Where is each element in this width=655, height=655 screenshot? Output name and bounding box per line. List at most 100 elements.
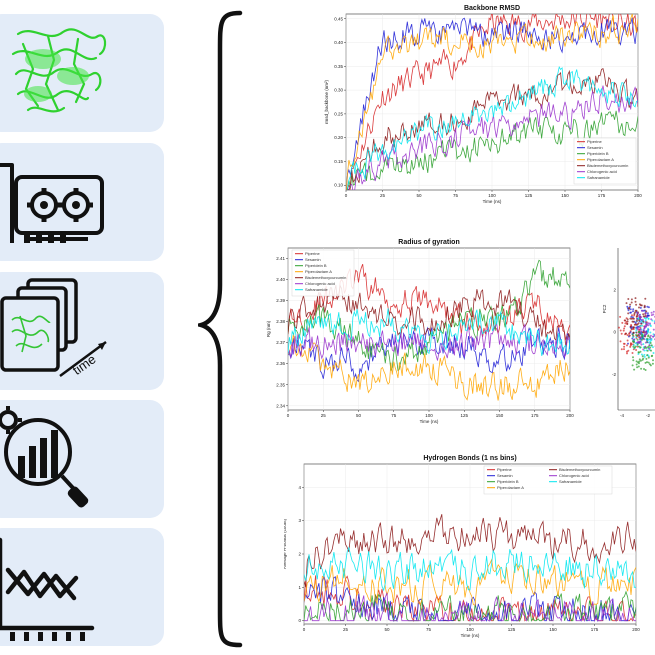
scatter-point (626, 318, 629, 321)
scatter-point (647, 335, 650, 338)
scatter-point (632, 331, 635, 334)
y-tick-label: 4 (298, 485, 301, 490)
scatter-point (627, 312, 630, 315)
scatter-point (626, 344, 628, 347)
scatter-point (644, 361, 647, 364)
scatter-point (649, 342, 652, 344)
rg-chart: Radius of gyration 0 25 50 75 100 125 150 175 200… (256, 234, 582, 430)
curly-brace (198, 10, 243, 648)
scatter-point (632, 326, 635, 329)
y-tick-label: 0 (613, 330, 616, 335)
y-tick-label: -2 (612, 372, 616, 377)
scatter-point (626, 320, 629, 323)
legend-entry: Chlorogenic acid (305, 281, 335, 286)
legend-entry: Safranamide (305, 287, 328, 292)
scatter-point (649, 337, 652, 340)
scatter-point (642, 348, 645, 351)
scatter-point (632, 310, 634, 313)
scatter-point (635, 319, 638, 322)
legend-entry: Safranamide (559, 479, 582, 484)
scatter-point (643, 334, 646, 336)
y-tick-label: 0.45 (334, 16, 343, 21)
scatter-point (640, 338, 643, 341)
y-tick-label: 0.40 (334, 40, 343, 45)
x-tick-label: 200 (634, 193, 642, 198)
x-tick-label: 0 (287, 413, 290, 418)
chart-title: Hydrogen Bonds (1 ns bins) (423, 455, 516, 462)
scatter-point (623, 325, 626, 328)
series-group (304, 514, 636, 623)
scatter-point (626, 305, 629, 308)
legend-entry: Bisdemethoxycurcumin (305, 275, 346, 280)
scatter-point (641, 309, 644, 312)
scatter-point (635, 363, 638, 366)
x-tick-label: 100 (488, 193, 496, 198)
scatter-point (626, 352, 628, 355)
scatter-point (636, 314, 639, 317)
scatter-point (629, 331, 632, 334)
scatter-point (634, 322, 637, 324)
scatter-point (638, 335, 641, 338)
x-tick-label: 50 (416, 193, 422, 198)
scatter-point (619, 315, 622, 318)
protein-structure-icon (11, 28, 107, 113)
scatter-point (647, 346, 650, 348)
scatter-point (644, 319, 647, 322)
series-line-chlorogenic-acid (304, 592, 636, 623)
legend-entry: Chlorogenic acid (587, 169, 617, 174)
scatter-point (639, 338, 642, 341)
y-tick-label: 0.20 (334, 135, 343, 140)
y-tick-label: 2 (298, 552, 301, 557)
x-tick-label: 25 (380, 193, 386, 198)
legend-entry: Piperidein B (305, 263, 327, 268)
scatter-point (652, 313, 655, 316)
scatter-point (648, 344, 651, 346)
scatter-point (650, 311, 653, 314)
x-tick-label: -4 (620, 413, 624, 418)
scatter-point (637, 351, 640, 354)
x-tick-label: 150 (496, 413, 504, 418)
scatter-point (646, 354, 649, 357)
scatter-point (647, 306, 650, 309)
gpu-card-icon (0, 163, 104, 243)
series-line-safranamide (304, 546, 636, 592)
scatter-point (646, 349, 649, 352)
scatter-point (629, 345, 632, 348)
scatter-point (651, 346, 654, 349)
x-tick-label: 200 (566, 413, 574, 418)
scatter-point (630, 324, 633, 326)
scatter-point (636, 366, 639, 369)
scatter-point (625, 332, 627, 335)
scatter-point (638, 362, 640, 365)
scatter-point (632, 328, 635, 330)
x-tick-label: 0 (345, 193, 348, 198)
legend-entry: Piperolactam A (305, 269, 332, 274)
scatter-point (627, 342, 629, 345)
scatter-point (638, 360, 641, 363)
scatter-point (629, 308, 632, 311)
scatter-point (635, 334, 638, 336)
legend-entry: Piperidein B (497, 479, 519, 484)
y-tick-label: 0.15 (334, 159, 343, 164)
scatter-point (641, 324, 644, 327)
scatter-point (649, 334, 652, 337)
scatter-point (630, 315, 633, 318)
scatter-point (631, 316, 634, 319)
scatter-point (634, 297, 637, 300)
series-line-chlorogenic-acid (288, 322, 570, 361)
y-axis-label: PC2 (602, 304, 607, 313)
y-axis-label: Rg (nm) (266, 320, 271, 337)
scatter-point (636, 312, 639, 315)
scatter-point (643, 353, 646, 356)
scatter-point (632, 335, 635, 338)
scatter-point (645, 325, 648, 328)
scatter-point (644, 312, 647, 315)
scatter-point (644, 341, 647, 344)
scatter-point (623, 348, 625, 351)
scatter-point (635, 309, 638, 312)
scatter-point (631, 320, 634, 323)
scatter-point (645, 315, 648, 318)
legend-entry: Sesamin (305, 257, 321, 262)
x-tick-label: 75 (453, 193, 459, 198)
